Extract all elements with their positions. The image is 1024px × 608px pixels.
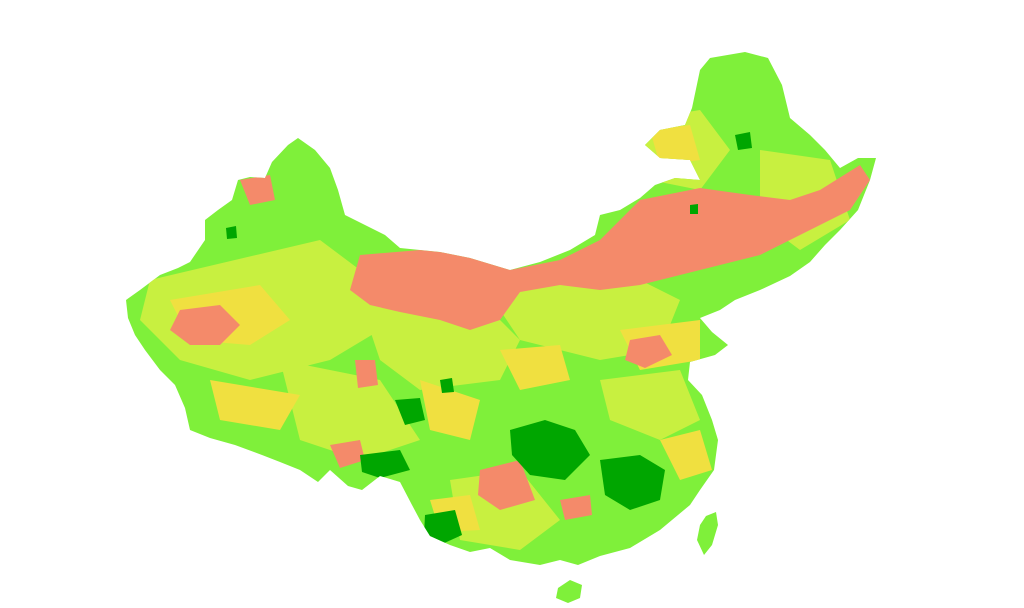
china-map xyxy=(126,52,876,603)
